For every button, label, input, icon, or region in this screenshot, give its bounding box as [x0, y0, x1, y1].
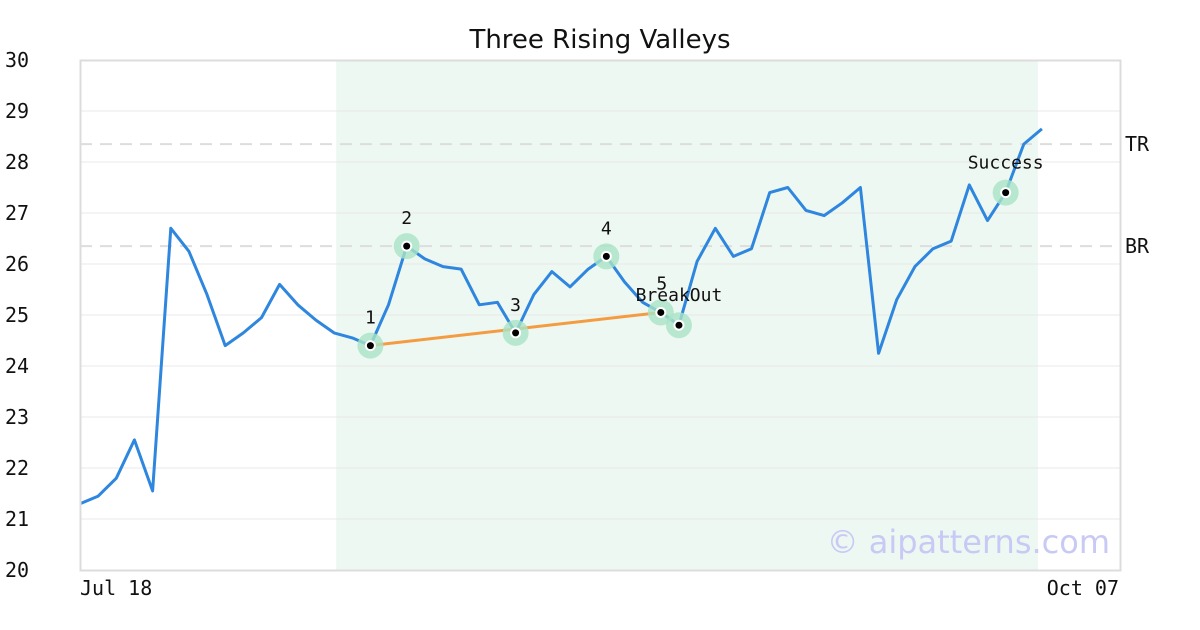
x-tick-label: Oct 07 [1047, 576, 1119, 600]
pattern-point-label: 3 [510, 295, 521, 316]
y-tick-label: 28 [5, 150, 29, 174]
y-tick-label: 27 [5, 201, 29, 225]
y-axis-ticks: 20 21 22 23 24 25 26 27 28 29 30 [5, 48, 29, 582]
series-layer [79, 127, 1043, 506]
pattern-point-label: 4 [601, 218, 612, 239]
pattern-point-dot [675, 321, 683, 329]
pattern-point-label: BreakOut [636, 285, 723, 306]
pattern-point-dot [602, 252, 610, 260]
plot-frame [79, 59, 1122, 572]
pattern-point-dot [657, 308, 665, 316]
x-tick-label: Jul 18 [80, 576, 152, 600]
pattern-point-label: Success [968, 153, 1044, 174]
y-tick-label: 21 [5, 507, 29, 531]
resistance-level-label: TR [1125, 132, 1150, 156]
pattern-point-label: 1 [365, 308, 376, 329]
support-level-label: BR [1125, 234, 1150, 258]
pattern-point-label: 2 [401, 208, 412, 229]
y-tick-label: 22 [5, 456, 29, 480]
x-axis-ticks: Jul 18 Oct 07 [80, 576, 1119, 600]
watermark: © aipatterns.com [827, 523, 1110, 561]
pattern-point-dot [366, 342, 374, 350]
y-tick-label: 30 [5, 48, 29, 72]
pattern-point-dot [403, 242, 411, 250]
y-tick-label: 29 [5, 99, 29, 123]
pattern-point-label: 5 [656, 273, 667, 294]
pattern-point-dot [1002, 189, 1010, 197]
y-tick-label: 23 [5, 405, 29, 429]
y-tick-label: 20 [5, 558, 29, 582]
y-tick-label: 24 [5, 354, 29, 378]
pattern-point-dot [512, 329, 520, 337]
y-tick-label: 26 [5, 252, 29, 276]
price-series-line [79, 127, 1043, 506]
y-tick-label: 25 [5, 303, 29, 327]
chart-title: Three Rising Valleys [468, 25, 730, 55]
